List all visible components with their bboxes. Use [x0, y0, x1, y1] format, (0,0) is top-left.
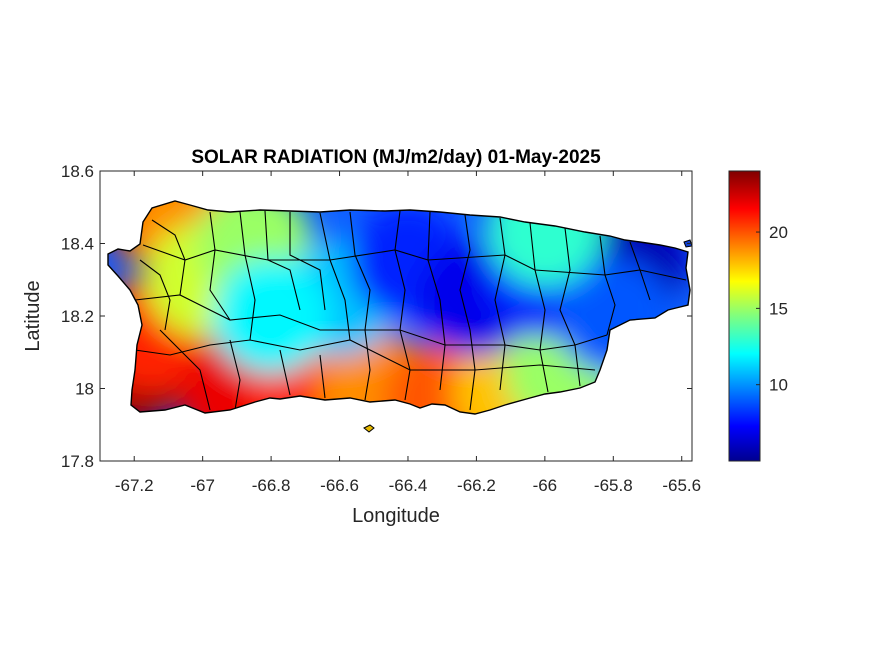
x-tick-label: -67.2 — [115, 476, 154, 495]
x-tick-label: -65.8 — [594, 476, 633, 495]
y-axis-label: Latitude — [22, 280, 44, 351]
x-tick-label: -66.8 — [252, 476, 291, 495]
x-axis-label: Longitude — [352, 505, 440, 527]
x-tick-label: -66 — [533, 476, 558, 495]
x-tick-label: -66.4 — [389, 476, 428, 495]
y-tick-label: 18.2 — [61, 307, 94, 326]
municipality-boundaries — [134, 210, 687, 411]
y-tick-label: 18 — [75, 380, 94, 399]
x-tick-label: -66.6 — [320, 476, 359, 495]
radiation-region — [486, 201, 603, 287]
y-tick-label: 18.6 — [61, 162, 94, 181]
chart-title: SOLAR RADIATION (MJ/m2/day) 01-May-2025 — [191, 147, 601, 168]
x-tick-label: -65.6 — [662, 476, 701, 495]
y-tick-label: 17.8 — [61, 452, 94, 471]
x-tick-label: -66.2 — [457, 476, 496, 495]
colorbar: 10 15 20 — [728, 170, 788, 462]
colorbar-tick-label: 20 — [769, 223, 788, 242]
caja-de-muertos-island — [363, 424, 375, 433]
y-tick-label: 18.4 — [61, 235, 94, 254]
y-axis: 17.8 18 18.2 18.4 18.6 — [61, 162, 692, 471]
x-axis: -67.2 -67 -66.8 -66.6 -66.4 -66.2 -66 -65.8 -65.… — [115, 171, 701, 495]
colorbar-tick-label: 15 — [769, 299, 788, 318]
colorbar-tick-label: 10 — [769, 376, 788, 395]
x-tick-label: -67 — [190, 476, 215, 495]
